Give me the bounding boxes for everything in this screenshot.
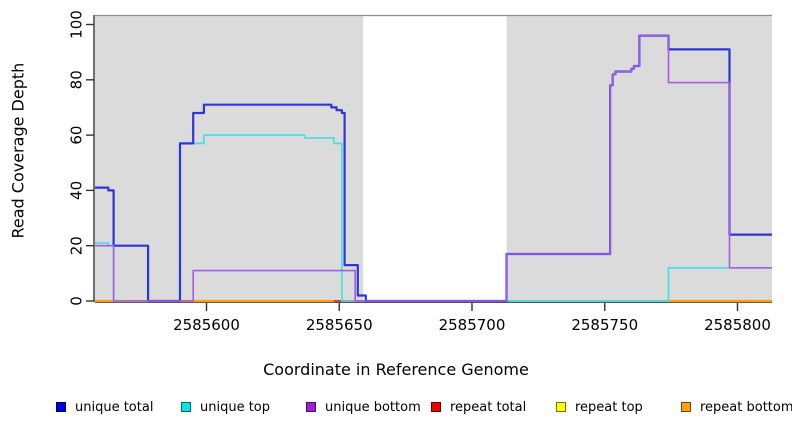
legend-label: unique top <box>200 399 271 415</box>
legend-label: repeat top <box>575 399 643 415</box>
legend-item-repeat-bottom: repeat bottom <box>681 399 792 415</box>
x-axis-title: Coordinate in Reference Genome <box>263 360 529 379</box>
legend: unique total unique top unique bottom repea… <box>0 399 792 419</box>
x-tick-label: 2585650 <box>306 316 373 334</box>
x-tick-label: 2585750 <box>571 316 638 334</box>
legend-swatch-icon <box>556 402 566 412</box>
y-tick-label: 0 <box>68 296 86 306</box>
y-tick-label: 80 <box>68 70 86 89</box>
legend-swatch-icon <box>306 402 316 412</box>
legend-label: repeat total <box>450 399 527 415</box>
y-tick-label: 40 <box>68 181 86 200</box>
no-data-region <box>363 16 507 301</box>
legend-item-unique-total: unique total <box>56 399 153 415</box>
legend-item-repeat-total: repeat total <box>431 399 526 415</box>
legend-label: repeat bottom <box>700 399 792 415</box>
legend-swatch-icon <box>181 402 191 412</box>
legend-swatch-icon <box>431 402 441 412</box>
legend-swatch-icon <box>56 402 66 412</box>
legend-label: unique total <box>75 399 154 415</box>
x-tick-label: 2585600 <box>173 316 240 334</box>
x-tick-label: 2585800 <box>704 316 771 334</box>
y-tick-label: 100 <box>68 10 86 39</box>
y-axis-title: Read Coverage Depth <box>8 62 28 239</box>
series-line-unique-bottom <box>95 34 772 302</box>
legend-item-unique-bottom: unique bottom <box>306 399 421 415</box>
legend-swatch-icon <box>681 402 691 412</box>
legend-label: unique bottom <box>325 399 421 415</box>
y-tick-label: 20 <box>68 236 86 255</box>
legend-item-unique-top: unique top <box>181 399 270 415</box>
legend-item-repeat-top: repeat top <box>556 399 643 415</box>
y-tick-label: 60 <box>68 126 86 145</box>
x-tick-label: 2585700 <box>439 316 506 334</box>
